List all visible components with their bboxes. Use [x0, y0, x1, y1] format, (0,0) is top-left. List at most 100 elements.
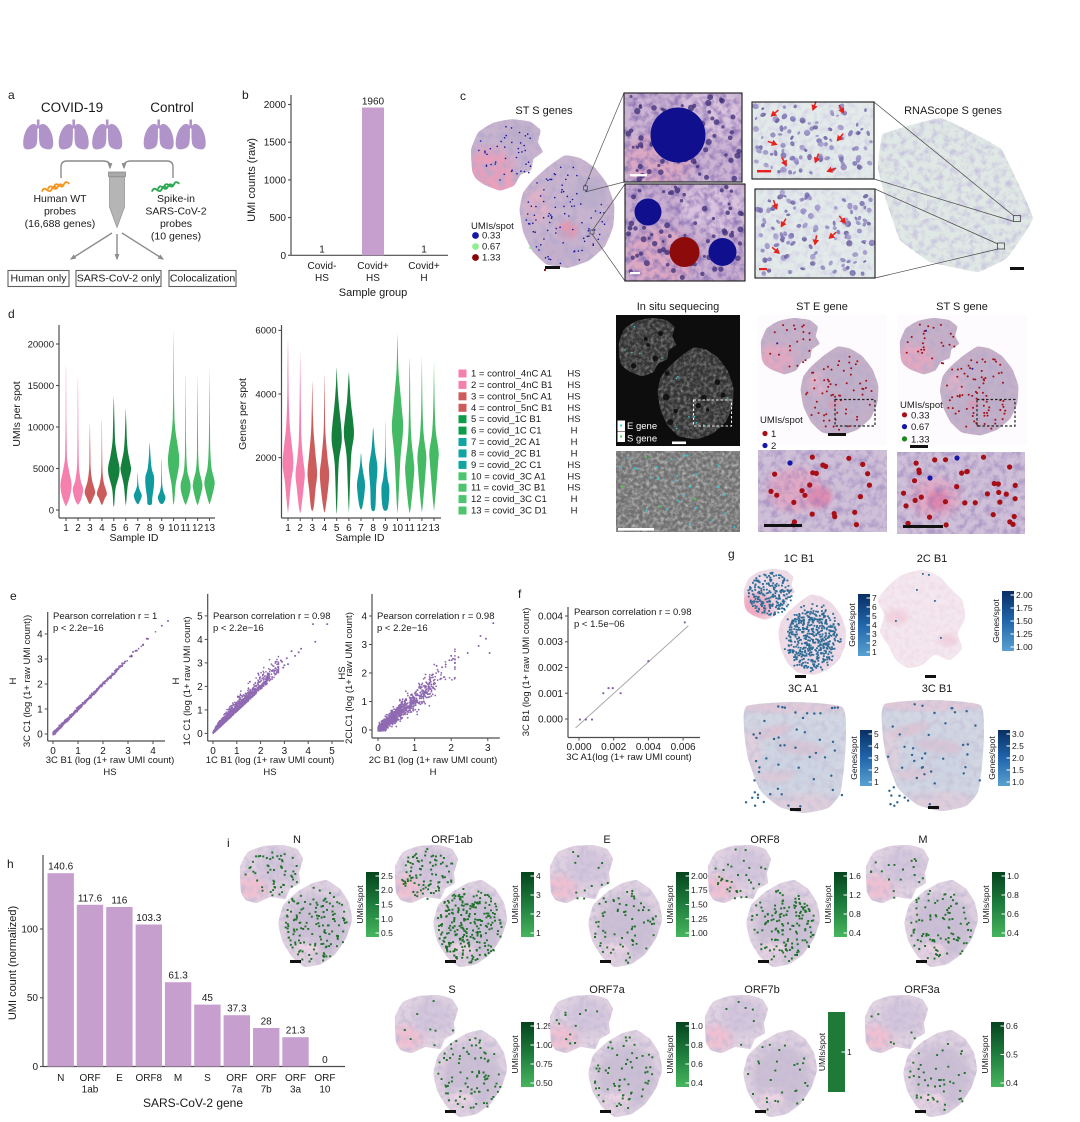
svg-text:0: 0 — [210, 746, 216, 757]
svg-text:Genes/spot: Genes/spot — [987, 736, 997, 780]
svg-text:Covid+: Covid+ — [357, 261, 389, 272]
svg-text:0: 0 — [375, 743, 381, 754]
svg-text:6 = covid_1C C1: 6 = covid_1C C1 — [471, 426, 542, 437]
svg-text:0.004: 0.004 — [538, 612, 563, 623]
svg-text:Sample group: Sample group — [339, 287, 408, 299]
svg-text:0.4: 0.4 — [1006, 1078, 1018, 1088]
svg-text:e: e — [10, 589, 17, 603]
svg-text:8: 8 — [370, 523, 376, 534]
svg-text:UMIs/spot: UMIs/spot — [665, 885, 675, 924]
svg-text:13 = covid_3C D1: 13 = covid_3C D1 — [471, 506, 547, 517]
svg-text:4: 4 — [99, 523, 105, 534]
svg-text:H: H — [8, 677, 19, 684]
svg-text:HS: HS — [103, 767, 116, 778]
svg-text:d: d — [8, 307, 15, 321]
svg-text:1: 1 — [412, 743, 418, 754]
svg-text:10: 10 — [392, 523, 404, 534]
svg-text:100: 100 — [21, 925, 38, 936]
svg-text:1C B1 (log (1+ raw UMI count): 1C B1 (log (1+ raw UMI count) — [206, 755, 335, 766]
svg-text:2: 2 — [75, 523, 81, 534]
svg-text:Genes/spot: Genes/spot — [847, 603, 857, 647]
svg-text:3.0: 3.0 — [1012, 729, 1024, 739]
svg-text:8 = covid_2C B1: 8 = covid_2C B1 — [471, 448, 541, 459]
svg-text:RNAScope S genes: RNAScope S genes — [904, 105, 1002, 117]
svg-text:2CLC1 (log (1+ raw UMI count): 2CLC1 (log (1+ raw UMI count) — [344, 612, 355, 744]
svg-text:ORF: ORF — [285, 1073, 306, 1084]
svg-text:H: H — [171, 677, 182, 684]
svg-text:50: 50 — [27, 993, 39, 1004]
svg-text:7a: 7a — [231, 1085, 243, 1096]
svg-text:Colocalization: Colocalization — [170, 273, 236, 285]
svg-text:Pearson correlation r = 0.98: Pearson correlation r = 0.98 — [574, 607, 692, 618]
svg-text:UMIs/spot: UMIs/spot — [980, 1035, 990, 1074]
svg-text:Spike-in: Spike-in — [157, 193, 195, 205]
svg-text:10: 10 — [168, 523, 180, 534]
svg-text:UMIs/spot: UMIs/spot — [355, 885, 365, 924]
svg-text:11 = covid_3C B1: 11 = covid_3C B1 — [471, 483, 546, 494]
svg-text:1.00: 1.00 — [691, 928, 708, 938]
svg-text:b: b — [242, 88, 249, 102]
svg-text:UMIs/spot: UMIs/spot — [817, 1032, 827, 1071]
svg-text:37.3: 37.3 — [227, 1004, 247, 1015]
svg-text:Covid-: Covid- — [308, 261, 337, 272]
svg-text:3: 3 — [872, 629, 877, 639]
svg-text:2: 2 — [536, 909, 541, 919]
svg-text:3C A1: 3C A1 — [788, 683, 818, 695]
svg-text:1500: 1500 — [264, 138, 287, 149]
svg-text:0.001: 0.001 — [538, 689, 563, 700]
svg-text:5: 5 — [111, 523, 117, 534]
svg-text:1.0: 1.0 — [1007, 871, 1019, 881]
svg-text:4: 4 — [322, 523, 328, 534]
svg-text:12: 12 — [192, 523, 204, 534]
svg-text:4: 4 — [361, 612, 367, 623]
svg-text:SARS-CoV-2: SARS-CoV-2 — [145, 206, 206, 218]
svg-text:5 = covid_1C B1: 5 = covid_1C B1 — [471, 414, 541, 425]
svg-text:p < 2.2e−16: p < 2.2e−16 — [53, 623, 104, 634]
svg-text:9: 9 — [383, 523, 389, 534]
svg-text:1: 1 — [285, 523, 291, 534]
svg-text:HS: HS — [366, 273, 380, 284]
svg-text:4: 4 — [305, 746, 311, 757]
svg-text:2: 2 — [874, 765, 879, 775]
svg-text:2: 2 — [771, 441, 776, 452]
svg-text:1: 1 — [37, 705, 43, 716]
svg-text:Pearson correlation r = 0.98: Pearson correlation r = 0.98 — [377, 611, 495, 622]
svg-text:1.75: 1.75 — [691, 885, 708, 895]
svg-text:3C B1: 3C B1 — [922, 683, 953, 695]
svg-text:2C B1 (log (1+ raw UMI count): 2C B1 (log (1+ raw UMI count) — [369, 755, 498, 766]
svg-text:2: 2 — [448, 743, 454, 754]
svg-text:0: 0 — [32, 1062, 38, 1073]
svg-text:E: E — [116, 1073, 123, 1084]
svg-text:1960: 1960 — [362, 97, 385, 108]
svg-text:21.3: 21.3 — [286, 1026, 306, 1037]
svg-text:0.67: 0.67 — [482, 242, 501, 253]
svg-text:Sample ID: Sample ID — [109, 532, 158, 544]
svg-text:H: H — [430, 767, 437, 778]
svg-text:3C A1(log (1+ raw UMI count): 3C A1(log (1+ raw UMI count) — [566, 752, 691, 763]
svg-text:1.00: 1.00 — [1016, 642, 1033, 652]
svg-text:28: 28 — [261, 1017, 273, 1028]
svg-text:9 = covid_2C C1: 9 = covid_2C C1 — [471, 460, 542, 471]
svg-text:0.6: 0.6 — [1007, 909, 1019, 919]
svg-text:0: 0 — [361, 726, 367, 737]
svg-text:1: 1 — [197, 705, 203, 716]
svg-text:Covid+: Covid+ — [408, 261, 440, 272]
svg-text:UMIs/spot: UMIs/spot — [665, 1035, 675, 1074]
svg-text:0.004: 0.004 — [636, 742, 661, 753]
svg-text:3: 3 — [197, 658, 203, 669]
svg-text:4: 4 — [874, 741, 879, 751]
svg-text:H: H — [571, 506, 578, 517]
svg-text:61.3: 61.3 — [168, 971, 188, 982]
svg-text:0.67: 0.67 — [911, 422, 930, 433]
svg-text:2000: 2000 — [264, 100, 287, 111]
svg-text:6: 6 — [872, 602, 877, 612]
svg-text:1: 1 — [847, 1047, 852, 1057]
svg-text:5: 5 — [334, 523, 340, 534]
svg-text:0.4: 0.4 — [849, 928, 861, 938]
svg-text:1.6: 1.6 — [849, 871, 861, 881]
svg-text:15000: 15000 — [28, 381, 54, 392]
svg-text:HS: HS — [567, 369, 580, 380]
svg-text:2.00: 2.00 — [1016, 590, 1033, 600]
svg-text:2: 2 — [297, 523, 303, 534]
svg-text:0.33: 0.33 — [911, 410, 930, 421]
